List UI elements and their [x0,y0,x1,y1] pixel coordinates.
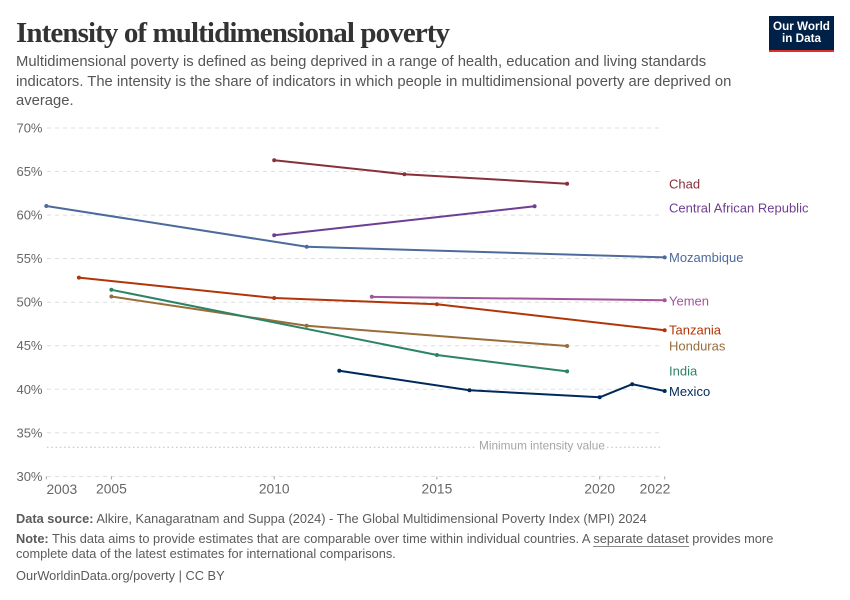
svg-text:India: India [669,364,698,379]
svg-text:Mozambique: Mozambique [669,250,743,265]
svg-text:Chad: Chad [669,177,700,192]
svg-text:Minimum intensity value: Minimum intensity value [479,439,605,453]
svg-text:65%: 65% [16,164,42,179]
svg-text:55%: 55% [16,251,42,266]
svg-text:Tanzania: Tanzania [669,323,722,338]
svg-text:45%: 45% [16,338,42,353]
svg-text:2010: 2010 [259,482,290,497]
svg-text:2015: 2015 [422,482,453,497]
svg-text:40%: 40% [16,382,42,397]
svg-text:2022: 2022 [640,482,671,497]
svg-text:Central African Republic: Central African Republic [669,201,809,216]
svg-text:70%: 70% [16,121,42,136]
svg-text:35%: 35% [16,425,42,440]
svg-text:Mexico: Mexico [669,384,710,399]
svg-text:2005: 2005 [96,482,127,497]
svg-text:Yemen: Yemen [669,294,709,309]
svg-text:50%: 50% [16,295,42,310]
svg-text:30%: 30% [16,469,42,484]
svg-text:60%: 60% [16,208,42,223]
svg-text:2003: 2003 [47,482,78,497]
svg-text:2020: 2020 [584,482,615,497]
svg-text:Honduras: Honduras [669,338,726,353]
